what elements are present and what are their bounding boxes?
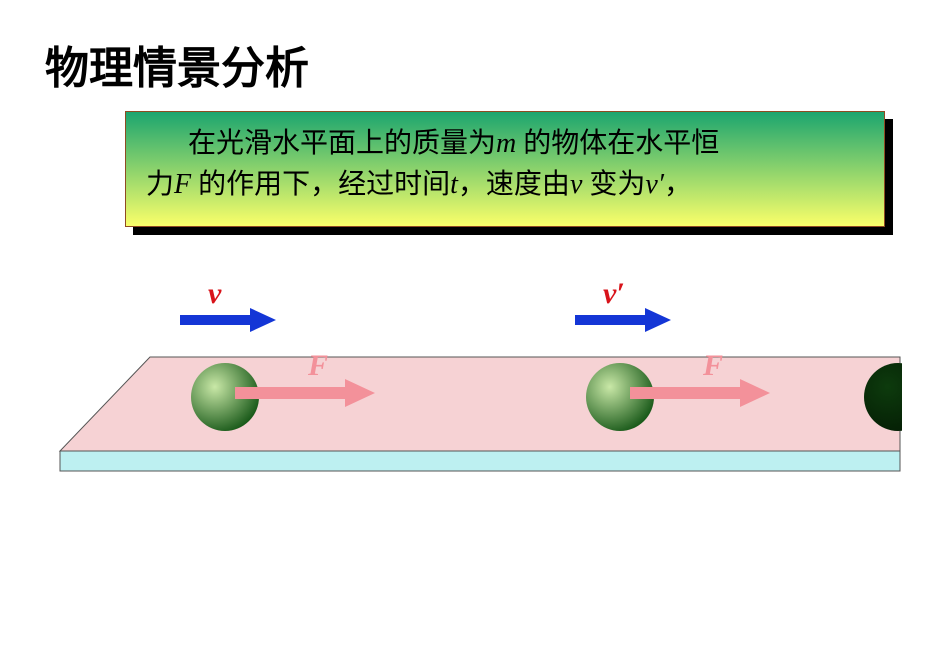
t1b: 的物体在水平恒 — [516, 128, 719, 159]
label-F1: F — [307, 349, 328, 382]
label-F2: F — [702, 349, 723, 382]
t2c: ，速度由 — [458, 169, 570, 200]
textline-1: 在光滑水平面上的质量为m 的物体在水平恒 — [146, 128, 719, 159]
velocity-arrow-1 — [180, 308, 276, 332]
t2a: 力 — [146, 169, 174, 200]
var-F: F — [174, 169, 191, 200]
textline-2: 力F 的作用下，经过时间t，速度由v 变为v′， — [146, 169, 692, 200]
t2d: 变为 — [582, 169, 645, 200]
var-v: v — [570, 169, 582, 200]
t1a: 在光滑水平面上的质量为 — [146, 128, 496, 159]
ball-edge — [864, 363, 932, 431]
physics-diagram: v v′ F F — [60, 275, 915, 505]
var-m: m — [496, 128, 516, 159]
var-vprime: v′ — [645, 169, 664, 200]
t2b: 的作用下，经过时间 — [191, 169, 450, 200]
t2e: ， — [664, 169, 692, 200]
surface-edge — [60, 451, 900, 471]
label-v: v — [208, 277, 222, 310]
slide: { "title": { "text": "物理情景分析", "fontsize… — [0, 0, 950, 657]
surface-top — [60, 357, 900, 451]
velocity-arrow-2 — [575, 308, 671, 332]
diagram-svg: v v′ F F — [60, 275, 915, 505]
problem-statement-box: 在光滑水平面上的质量为m 的物体在水平恒 力F 的作用下，经过时间t，速度由v … — [125, 111, 885, 227]
var-t: t — [450, 169, 458, 200]
slide-title: 物理情景分析 — [45, 32, 309, 96]
label-vprime: v′ — [603, 277, 625, 310]
